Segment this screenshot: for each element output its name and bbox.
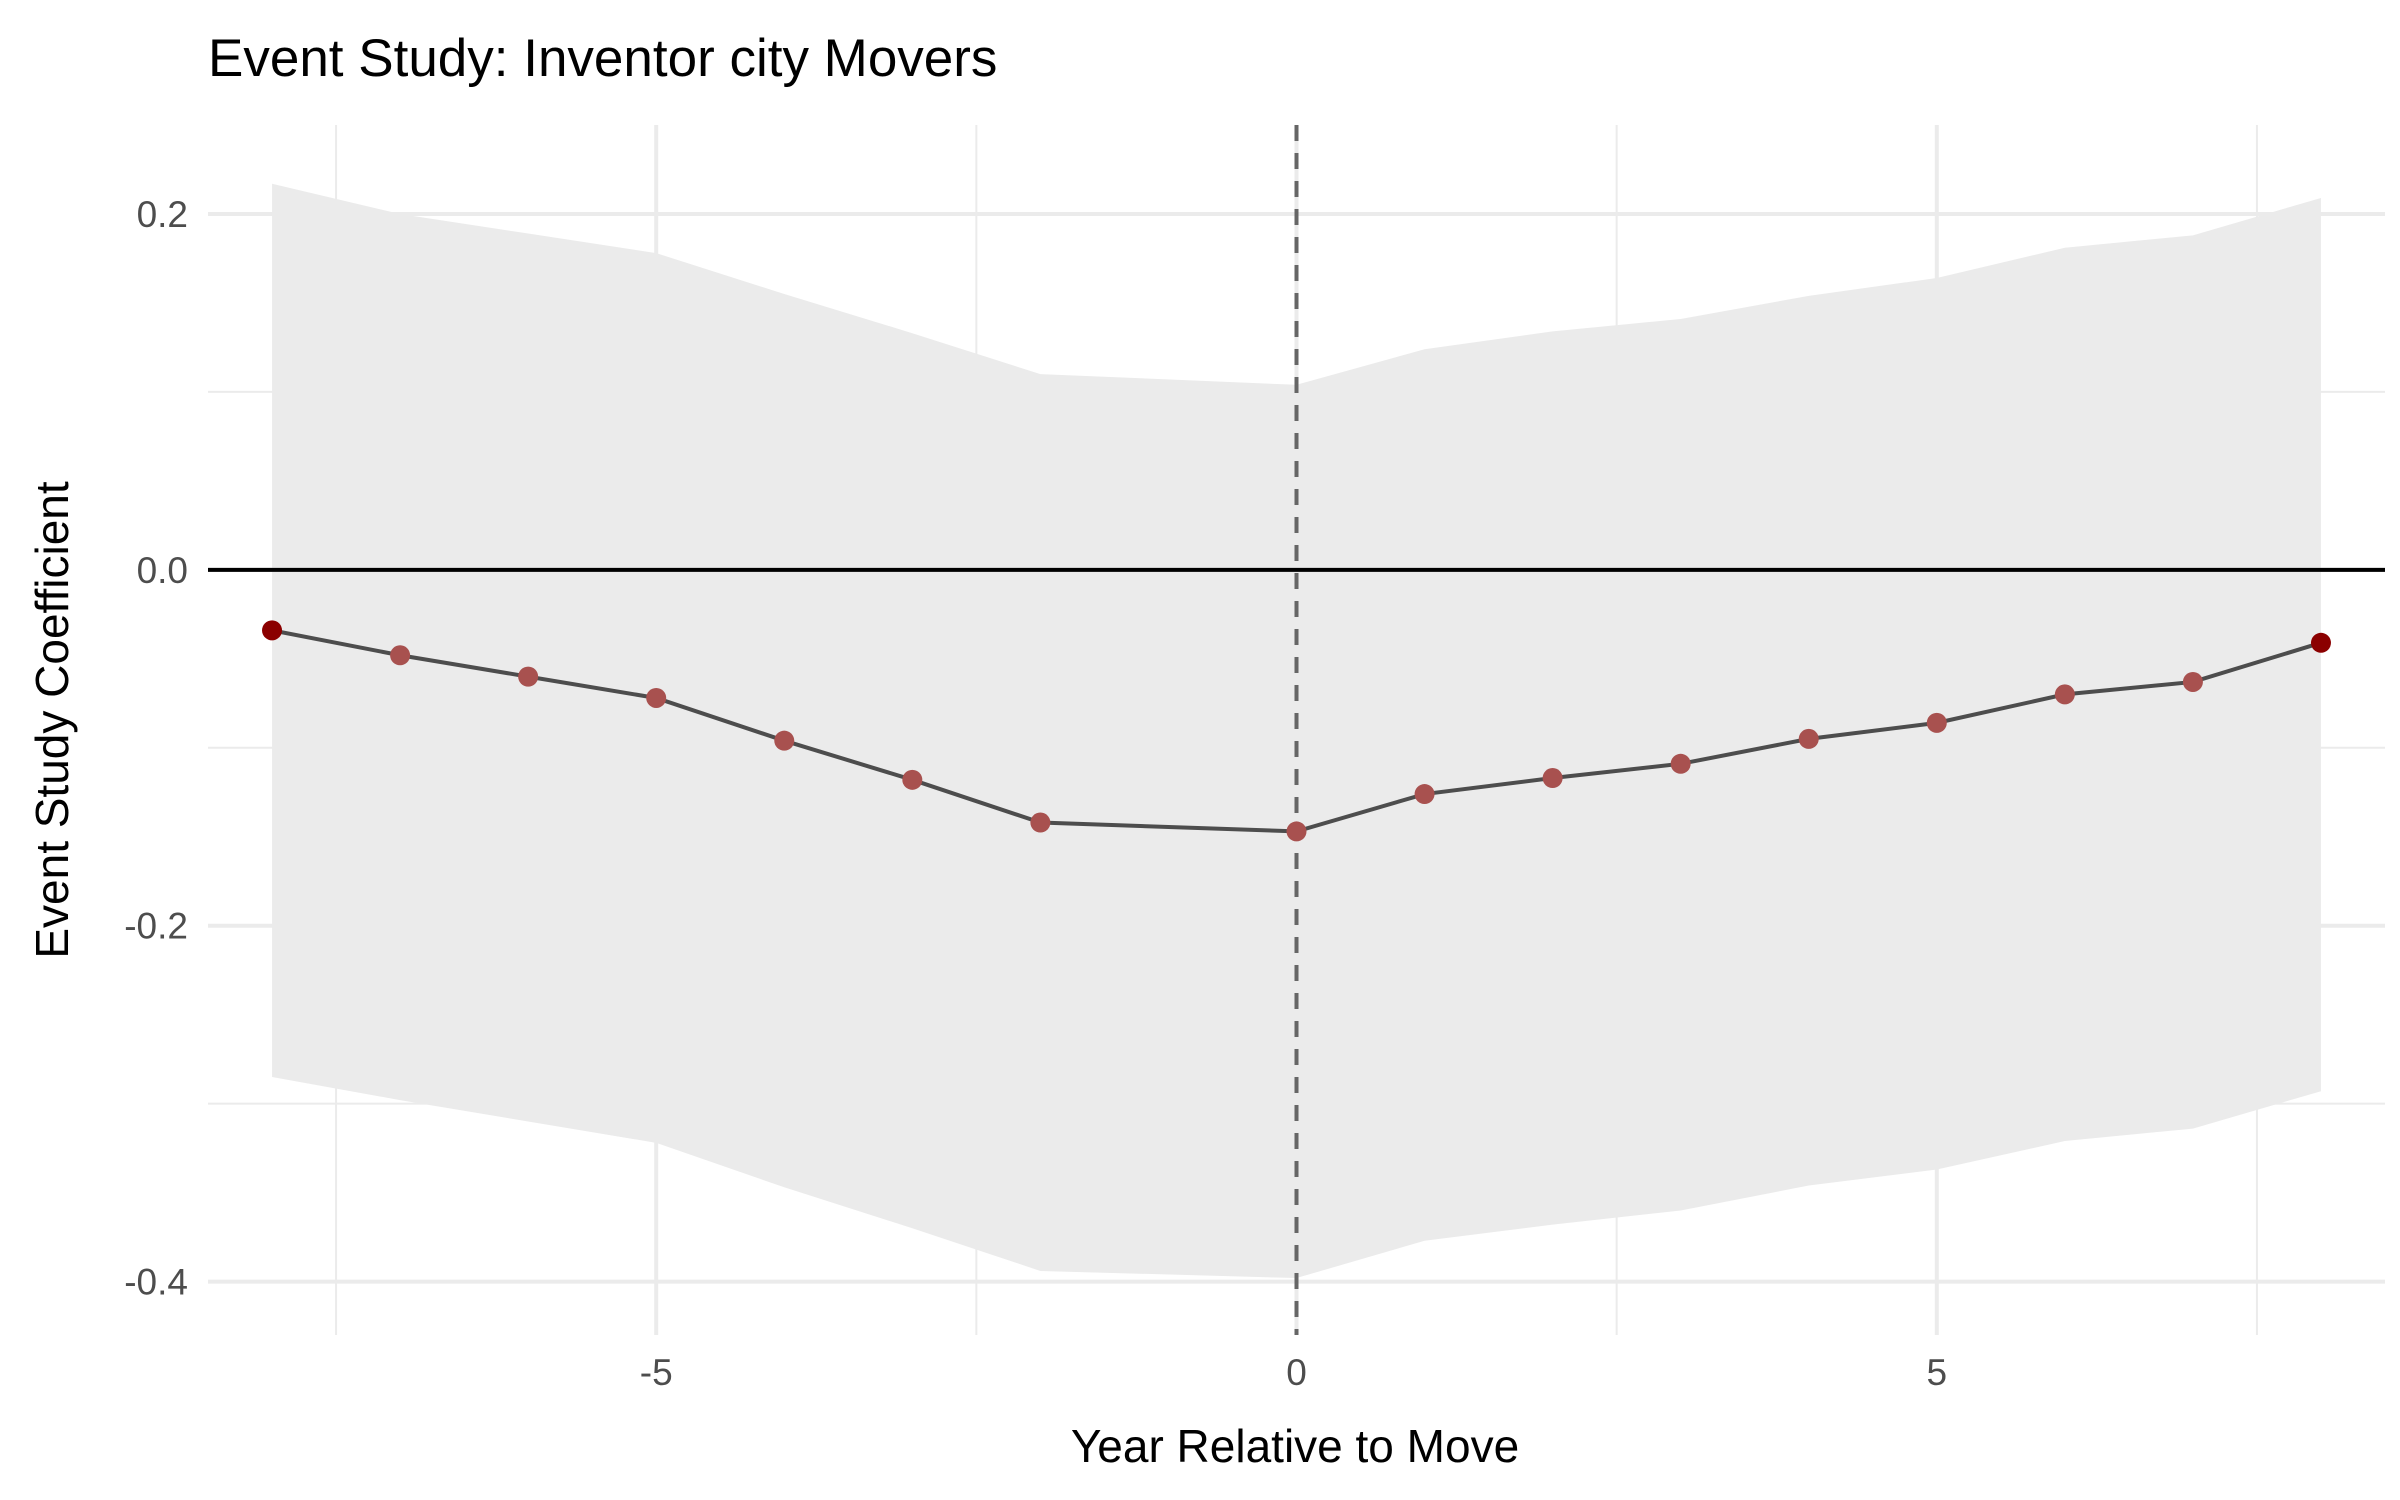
- confidence-ribbon: [272, 183, 2321, 1279]
- data-point-9: [1542, 768, 1563, 789]
- y-tick-label-0: 0.2: [137, 194, 188, 235]
- x-tick-label-1: 0: [1286, 1352, 1307, 1393]
- x-axis-title: Year Relative to Move: [1071, 1420, 1519, 1472]
- x-tick-label-0: -5: [640, 1352, 673, 1393]
- data-point-0: [262, 620, 283, 641]
- chart-title: Event Study: Inventor city Movers: [208, 29, 997, 88]
- data-point-13: [2054, 684, 2075, 705]
- data-point-11: [1798, 728, 1819, 749]
- y-tick-label-2: -0.2: [124, 906, 188, 947]
- data-point-14: [2182, 671, 2203, 692]
- x-axis-ticks: -5 0 5: [640, 1352, 1947, 1393]
- data-point-8: [1414, 784, 1435, 805]
- x-tick-label-2: 5: [1927, 1352, 1948, 1393]
- y-axis-ticks: 0.2 0.0 -0.2 -0.4: [124, 194, 188, 1303]
- data-point-7: [1286, 821, 1307, 842]
- series-line: [271, 628, 2322, 834]
- data-point-2: [518, 666, 539, 687]
- y-axis-title: Event Study Coefficient: [26, 481, 78, 959]
- data-point-1: [390, 645, 411, 666]
- data-point-15: [2310, 632, 2331, 653]
- data-point-12: [1926, 712, 1947, 733]
- data-point-6: [1030, 812, 1051, 833]
- data-points: [262, 620, 2331, 842]
- data-point-3: [646, 687, 667, 708]
- y-tick-label-1: 0.0: [137, 550, 188, 591]
- data-point-10: [1670, 753, 1691, 774]
- y-tick-label-3: -0.4: [124, 1262, 188, 1303]
- data-point-5: [902, 769, 923, 790]
- data-point-4: [774, 730, 795, 751]
